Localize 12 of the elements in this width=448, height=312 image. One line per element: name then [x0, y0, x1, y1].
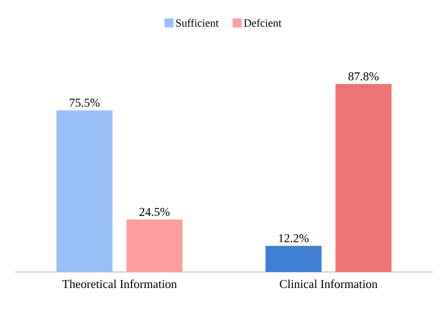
- bar: [336, 84, 392, 272]
- x-tick-label: Clinical Information: [280, 280, 378, 288]
- data-label: 75.5%: [70, 98, 100, 107]
- bar: [126, 220, 182, 272]
- legend-label: Defcient: [244, 18, 282, 27]
- bar: [56, 110, 113, 272]
- legend-label: Sufficient: [176, 18, 219, 27]
- data-label: 12.2%: [279, 234, 309, 242]
- data-label: 87.8%: [348, 72, 379, 80]
- x-tick-label: Theoretical Information: [62, 280, 177, 288]
- data-label: 24.5%: [140, 208, 170, 216]
- bar: [266, 246, 322, 272]
